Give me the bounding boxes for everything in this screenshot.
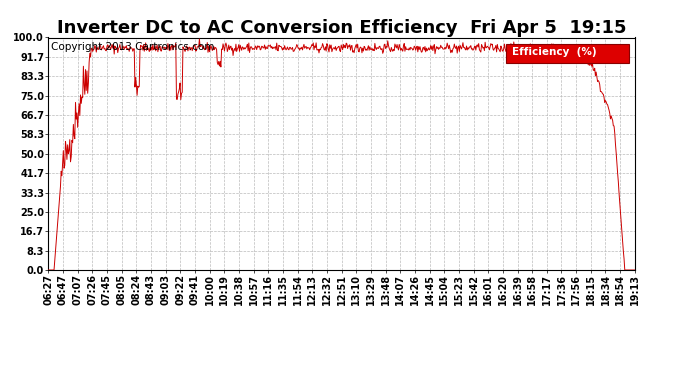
Title: Inverter DC to AC Conversion Efficiency  Fri Apr 5  19:15: Inverter DC to AC Conversion Efficiency … [57, 20, 627, 38]
Text: Efficiency  (%): Efficiency (%) [512, 47, 596, 57]
FancyBboxPatch shape [506, 45, 629, 63]
Text: Copyright 2013 Cartronics.com: Copyright 2013 Cartronics.com [51, 42, 215, 52]
